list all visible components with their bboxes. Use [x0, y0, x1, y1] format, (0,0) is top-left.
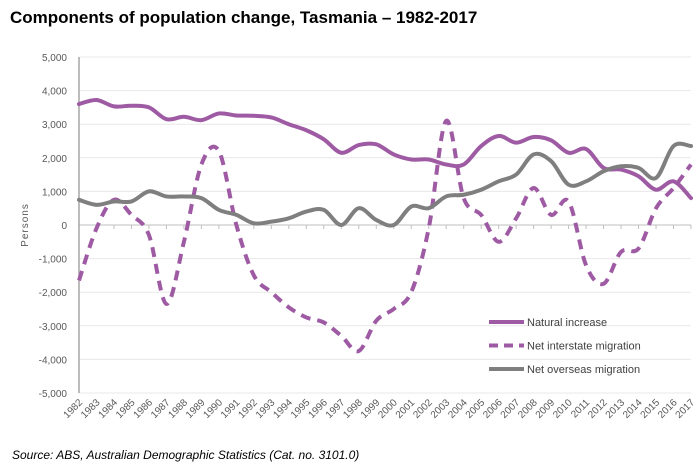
y-tick-label: 0	[61, 221, 67, 232]
y-tick-label: -4,000	[39, 355, 68, 366]
y-axis-label: Persons	[20, 203, 31, 247]
line-chart: 5,000 4,000 3,000 2,000 1,000 0 -1,000 -2,000 -3…	[20, 53, 698, 421]
y-tick-label: -2,000	[39, 288, 68, 299]
y-tick-label: 5,000	[42, 53, 67, 64]
y-tick-label: -3,000	[39, 322, 68, 333]
chart-title: Components of population change, Tasmani…	[10, 8, 478, 27]
source-note: Source: ABS, Australian Demographic Stat…	[12, 448, 360, 462]
x-tick-label: 2017	[674, 397, 698, 421]
y-tick-label: 3,000	[42, 120, 67, 131]
legend-label: Net interstate migration	[527, 341, 641, 353]
series-line-natural-increase	[77, 98, 693, 201]
series-line-net-overseas-migration	[77, 141, 693, 228]
y-tick-label: -1,000	[39, 255, 68, 266]
y-tick-label: 1,000	[42, 187, 67, 198]
legend-label: Net overseas migration	[527, 364, 640, 376]
y-tick-label: 2,000	[42, 154, 67, 165]
y-tick-label: 4,000	[42, 87, 67, 98]
legend-label: Natural increase	[527, 317, 607, 329]
series-line-net-interstate-migration	[77, 118, 693, 354]
y-tick-label: -5,000	[39, 389, 68, 400]
